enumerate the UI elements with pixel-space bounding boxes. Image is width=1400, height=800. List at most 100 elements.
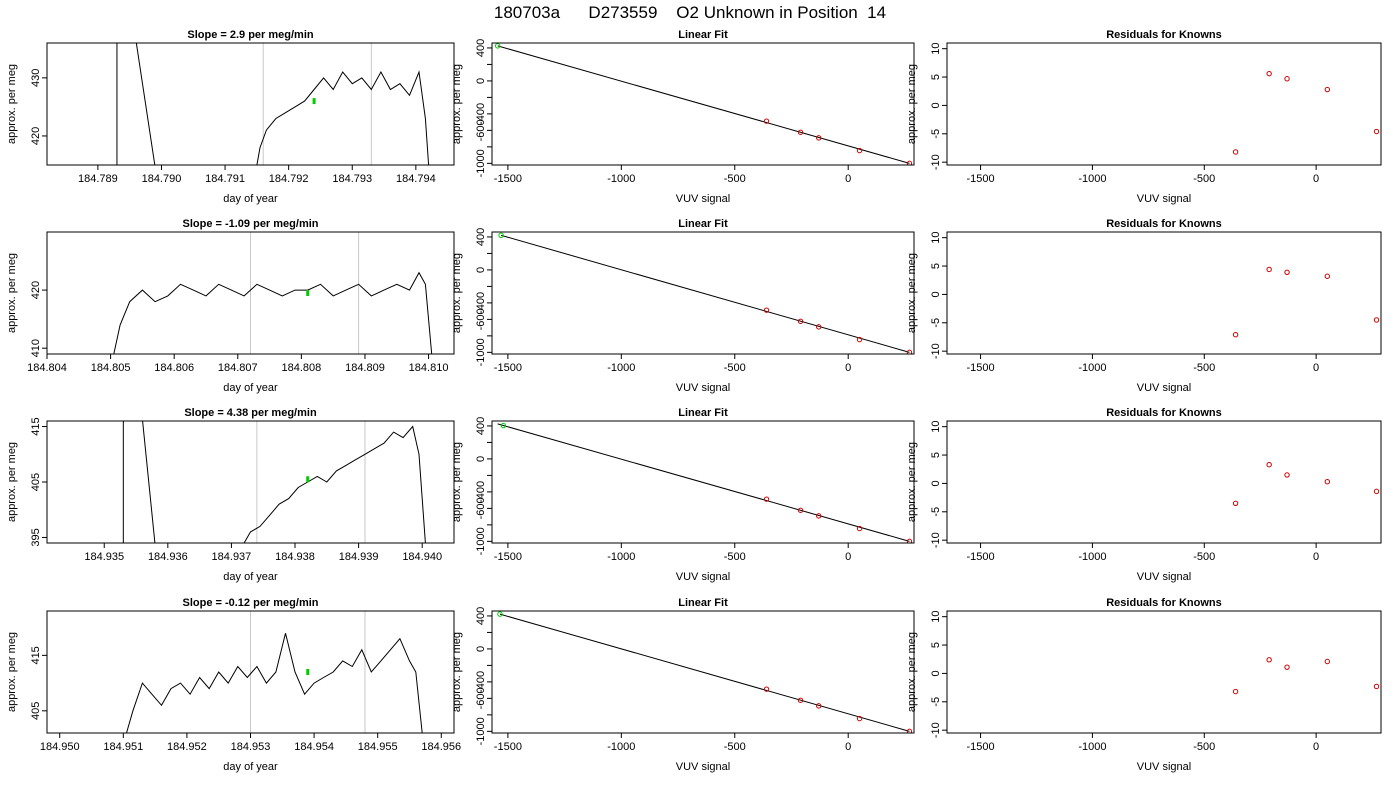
- y-tick-label: -400: [475, 671, 487, 693]
- plot-frame: [946, 42, 1382, 166]
- y-tick-label: 0: [475, 646, 487, 652]
- series-line: [113, 271, 433, 354]
- y-axis-label: approx. per meg: [906, 253, 918, 333]
- chart-panel-1: Slope = 2.9 per meg/min 184.789 184.790 184…: [6, 29, 455, 205]
- x-tick-label: -1000: [1078, 173, 1106, 185]
- y-tick-label: 405: [30, 473, 42, 491]
- known-point: [856, 336, 863, 343]
- known-point: [1373, 317, 1380, 323]
- chart-panel-3: Slope = 4.38 per meg/min 184.935 184.936 18…: [6, 407, 455, 583]
- y-tick-label: 410: [30, 339, 42, 357]
- x-tick-label: 184.794: [396, 173, 436, 185]
- y-tick-label: 400: [475, 607, 487, 625]
- x-tick-label: 184.951: [103, 741, 143, 753]
- known-point: [1232, 332, 1239, 338]
- panel-title: Slope = -1.09 per meg/min: [182, 218, 318, 230]
- x-axis-label: day of year: [223, 382, 278, 394]
- known-point: [856, 147, 863, 154]
- unknown-point: [500, 422, 507, 429]
- y-axis-label: approx. per meg: [906, 442, 918, 522]
- plot-frame: [946, 610, 1382, 734]
- plot-area: [116, 43, 430, 165]
- unknown-point: [497, 611, 503, 617]
- x-tick-label: 184.810: [409, 362, 449, 374]
- y-tick-label: 420: [30, 127, 42, 145]
- known-point: [797, 697, 804, 703]
- x-tick-label: 184.950: [40, 741, 80, 753]
- fit-line: [497, 45, 910, 164]
- known-point: [763, 307, 770, 313]
- x-tick-label: -500: [1193, 362, 1215, 374]
- unknown-point: [494, 43, 501, 49]
- y-tick-label: 5: [930, 263, 942, 269]
- fit-line: [500, 234, 910, 353]
- fit-line: [499, 613, 910, 732]
- panel-title: Linear Fit: [678, 29, 728, 41]
- known-point: [1232, 500, 1239, 506]
- known-point: [816, 513, 822, 519]
- y-tick-label: -1000: [475, 149, 487, 177]
- known-point: [1266, 266, 1272, 273]
- x-tick-label: 184.809: [345, 362, 385, 374]
- x-tick-label: -500: [724, 551, 746, 563]
- mean-marker: [306, 476, 310, 483]
- plot-area: [497, 422, 913, 543]
- x-axis-label: VUV signal: [1137, 571, 1191, 583]
- y-tick-label: -5: [930, 129, 942, 139]
- chart-panel-6: Linear Fit -1500 -1000 -500 0 VUV signal -1000…: [451, 218, 915, 394]
- x-tick-label: 0: [845, 362, 851, 374]
- panel-title: Residuals for Knowns: [1106, 218, 1222, 230]
- chart-panel-11: Residuals for Knowns -1500 -1000 -500 0 VUV s…: [906, 407, 1382, 583]
- y-tick-label: -10: [930, 154, 942, 170]
- panel-title: Residuals for Knowns: [1106, 29, 1222, 41]
- y-tick-label: 0: [930, 291, 942, 297]
- x-tick-label: 0: [1313, 551, 1319, 563]
- x-tick-label: -1500: [494, 551, 522, 563]
- chart-panel-5: Linear Fit -1500 -1000 -500 0 VUV signal -1000…: [451, 29, 915, 205]
- x-tick-label: 0: [1313, 173, 1319, 185]
- x-tick-label: -500: [1193, 741, 1215, 753]
- plot-frame: [46, 42, 455, 166]
- x-tick-label: -500: [724, 173, 746, 185]
- y-tick-label: -600: [475, 308, 487, 330]
- y-tick-label: -1000: [475, 717, 487, 745]
- spike-line: [135, 43, 156, 165]
- y-tick-label: 430: [30, 69, 42, 87]
- plot-frame: [491, 42, 915, 166]
- x-tick-label: 184.808: [281, 362, 321, 374]
- x-axis-label: VUV signal: [676, 761, 730, 773]
- known-point: [1284, 76, 1290, 82]
- x-axis-label: day of year: [223, 571, 278, 583]
- figure-title: 180703a D273559 O2 Unknown in Position 1…: [494, 3, 886, 22]
- y-tick-label: 10: [930, 232, 942, 244]
- x-tick-label: -1500: [966, 551, 994, 563]
- known-point: [1266, 461, 1272, 468]
- y-tick-label: -600: [475, 687, 487, 709]
- panel-title: Linear Fit: [678, 218, 728, 230]
- x-tick-label: 0: [1313, 741, 1319, 753]
- x-tick-label: 0: [845, 173, 851, 185]
- chart-panel-2: Slope = -1.09 per meg/min 184.804 184.805 1…: [6, 218, 455, 394]
- y-tick-label: 0: [930, 480, 942, 486]
- x-axis-label: VUV signal: [676, 382, 730, 394]
- y-tick-label: -1000: [475, 338, 487, 366]
- x-tick-label: 184.935: [84, 551, 124, 563]
- x-tick-label: 0: [1313, 362, 1319, 374]
- y-tick-label: 0: [475, 78, 487, 84]
- known-point: [1266, 657, 1272, 663]
- known-point: [763, 686, 770, 692]
- series-line: [256, 70, 430, 165]
- x-tick-label: -1500: [494, 741, 522, 753]
- y-tick-label: 415: [30, 646, 42, 664]
- plot-frame: [491, 610, 915, 734]
- known-point: [1266, 70, 1272, 77]
- y-tick-label: 0: [930, 670, 942, 676]
- x-tick-label: -500: [724, 362, 746, 374]
- x-tick-label: -1000: [1078, 362, 1106, 374]
- y-tick-label: -5: [930, 697, 942, 707]
- known-point: [1324, 658, 1331, 665]
- x-tick-label: 184.940: [402, 551, 442, 563]
- plot-area: [1232, 266, 1380, 338]
- panels: Slope = 2.9 per meg/min 184.789 184.790 184…: [6, 29, 1382, 773]
- panel-title: Linear Fit: [678, 597, 728, 609]
